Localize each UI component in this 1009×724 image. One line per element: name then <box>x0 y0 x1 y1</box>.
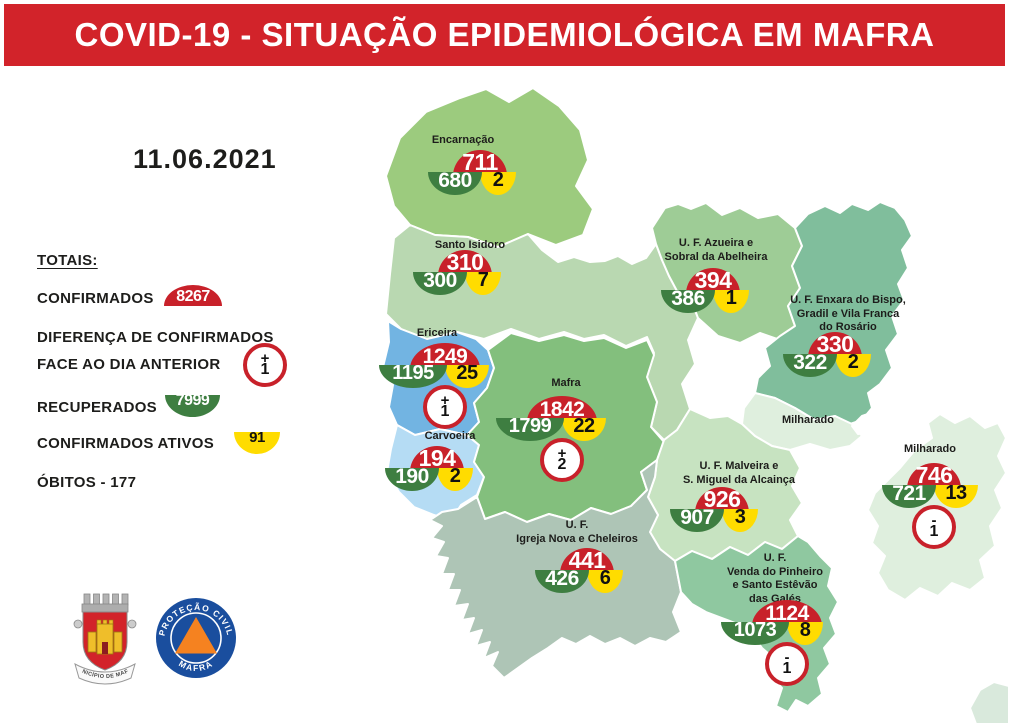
region-active-badge-encarnacao: 2 <box>480 169 516 195</box>
region-confirmed-badge-carvoeira: 194 <box>410 445 464 472</box>
recovered-label: RECUPERADOS <box>37 399 157 416</box>
region-label-malveira: U. F. Malveira e S. Miguel da Alcainça <box>682 460 796 486</box>
islet-shape-1 <box>851 411 881 435</box>
region-recovered-badge-venda: 1073 <box>721 619 789 645</box>
region-recovered-badge-ericeira: 1195 <box>379 362 447 388</box>
region-active-badge-enxara: 2 <box>835 351 871 377</box>
municipality-crest-logo: MUNICÍPIO DE MAFRA <box>71 586 137 685</box>
map-overlay: Encarnação 711 2 680 Santo Isidoro 310 7 300 Eri… <box>379 78 1009 724</box>
region-label-milharado: Milharado <box>904 443 956 455</box>
region-recovered-badge-encarnacao: 680 <box>428 169 482 195</box>
region-delta-circle-mafra: +2 <box>540 438 584 482</box>
region-recovered-badge-igreja: 426 <box>535 567 589 593</box>
region-recovered-badge-santo-isidoro: 300 <box>413 269 467 295</box>
region-label-mafra: Mafra <box>551 377 581 389</box>
recovered-total-badge: 7999 <box>165 392 220 417</box>
region-delta-circle-milharado: -1 <box>912 505 956 549</box>
civil-protection-bottom-text: MAFRA <box>177 658 213 673</box>
region-recovered-badge-azueira: 386 <box>661 287 715 313</box>
region-recovered-badge-carvoeira: 190 <box>385 465 439 491</box>
region-confirmed-badge-santo-isidoro: 310 <box>438 249 492 276</box>
region-label-azueira: U. F. Azueira e Sobral da Abelheira <box>664 237 768 263</box>
active-total-badge: 91 <box>234 429 280 454</box>
region-confirmed-badge-milharado: 746 <box>907 462 961 489</box>
confirmed-total-badge: 8267 <box>164 285 222 306</box>
islet-shape-2 <box>884 405 911 427</box>
active-label: CONFIRMADOS ATIVOS <box>37 435 215 452</box>
corner-fragment-shape <box>969 681 1009 724</box>
region-shape-igreja <box>429 459 682 679</box>
region-confirmed-badge-enxara: 330 <box>808 331 862 358</box>
report-date: 11.06.2021 <box>133 144 277 174</box>
title-bar: COVID-19 - SITUAÇÃO EPIDEMIOLÓGICA EM MA… <box>4 4 1005 66</box>
svg-text:MAFRA: MAFRA <box>177 658 215 673</box>
deaths-value: 177 <box>110 474 137 491</box>
region-active-badge-igreja: 6 <box>587 567 623 593</box>
region-recovered-badge-enxara: 322 <box>783 351 837 377</box>
diff-label-line2: FACE AO DIA ANTERIOR <box>37 356 221 373</box>
totals-heading: TOTAIS: <box>37 252 98 269</box>
region-delta-circle-venda: -1 <box>765 642 809 686</box>
region-confirmed-badge-azueira: 394 <box>686 267 740 294</box>
region-active-badge-milharado: 13 <box>934 482 978 508</box>
region-label-igreja: U. F. Igreja Nova e Cheleiros <box>516 519 638 545</box>
region-confirmed-badge-encarnacao: 711 <box>453 149 507 176</box>
region-label-enxara: U. F. Enxara do Bispo, Gradil e Vila Fran… <box>790 294 906 333</box>
region-label-encarnacao: Encarnação <box>431 134 495 146</box>
region-active-badge-mafra: 22 <box>562 415 606 441</box>
civil-protection-logo: PROTEÇÃO CIVIL MAFRA <box>156 598 236 678</box>
deaths-label: ÓBITOS <box>37 474 97 491</box>
region-recovered-badge-milharado: 721 <box>882 482 936 508</box>
region-label-venda: U. F. Venda do Pinheiro e Santo Estêvão das… <box>727 552 823 605</box>
deaths-separator: - <box>100 474 106 491</box>
page-title: COVID-19 - SITUAÇÃO EPIDEMIOLÓGICA EM MA… <box>74 16 935 53</box>
region-active-badge-venda: 8 <box>787 619 823 645</box>
region-active-badge-ericeira: 25 <box>445 362 489 388</box>
region-active-badge-santo-isidoro: 7 <box>465 269 501 295</box>
region-recovered-badge-malveira: 907 <box>670 506 724 532</box>
region-delta-circle-ericeira: +1 <box>423 385 467 429</box>
region-label-santo-isidoro: Santo Isidoro <box>434 239 506 251</box>
diff-label-line1: DIFERENÇA DE CONFIRMADOS <box>37 329 274 346</box>
region-confirmed-badge-igreja: 441 <box>560 547 614 574</box>
confirmed-label: CONFIRMADOS <box>37 290 154 307</box>
region-active-badge-carvoeira: 2 <box>437 465 473 491</box>
diff-delta-circle: + 1 <box>243 343 287 387</box>
region-label-carvoeira: Carvoeira <box>424 430 476 442</box>
region-recovered-badge-mafra: 1799 <box>496 415 564 441</box>
deaths-line: ÓBITOS - 177 <box>37 474 136 491</box>
region-active-badge-azueira: 1 <box>713 287 749 313</box>
region-label-ericeira: Ericeira <box>416 327 458 339</box>
region-active-badge-malveira: 3 <box>722 506 758 532</box>
region-label-milharado-west: Milharado <box>782 414 834 426</box>
region-confirmed-badge-malveira: 926 <box>695 486 749 513</box>
